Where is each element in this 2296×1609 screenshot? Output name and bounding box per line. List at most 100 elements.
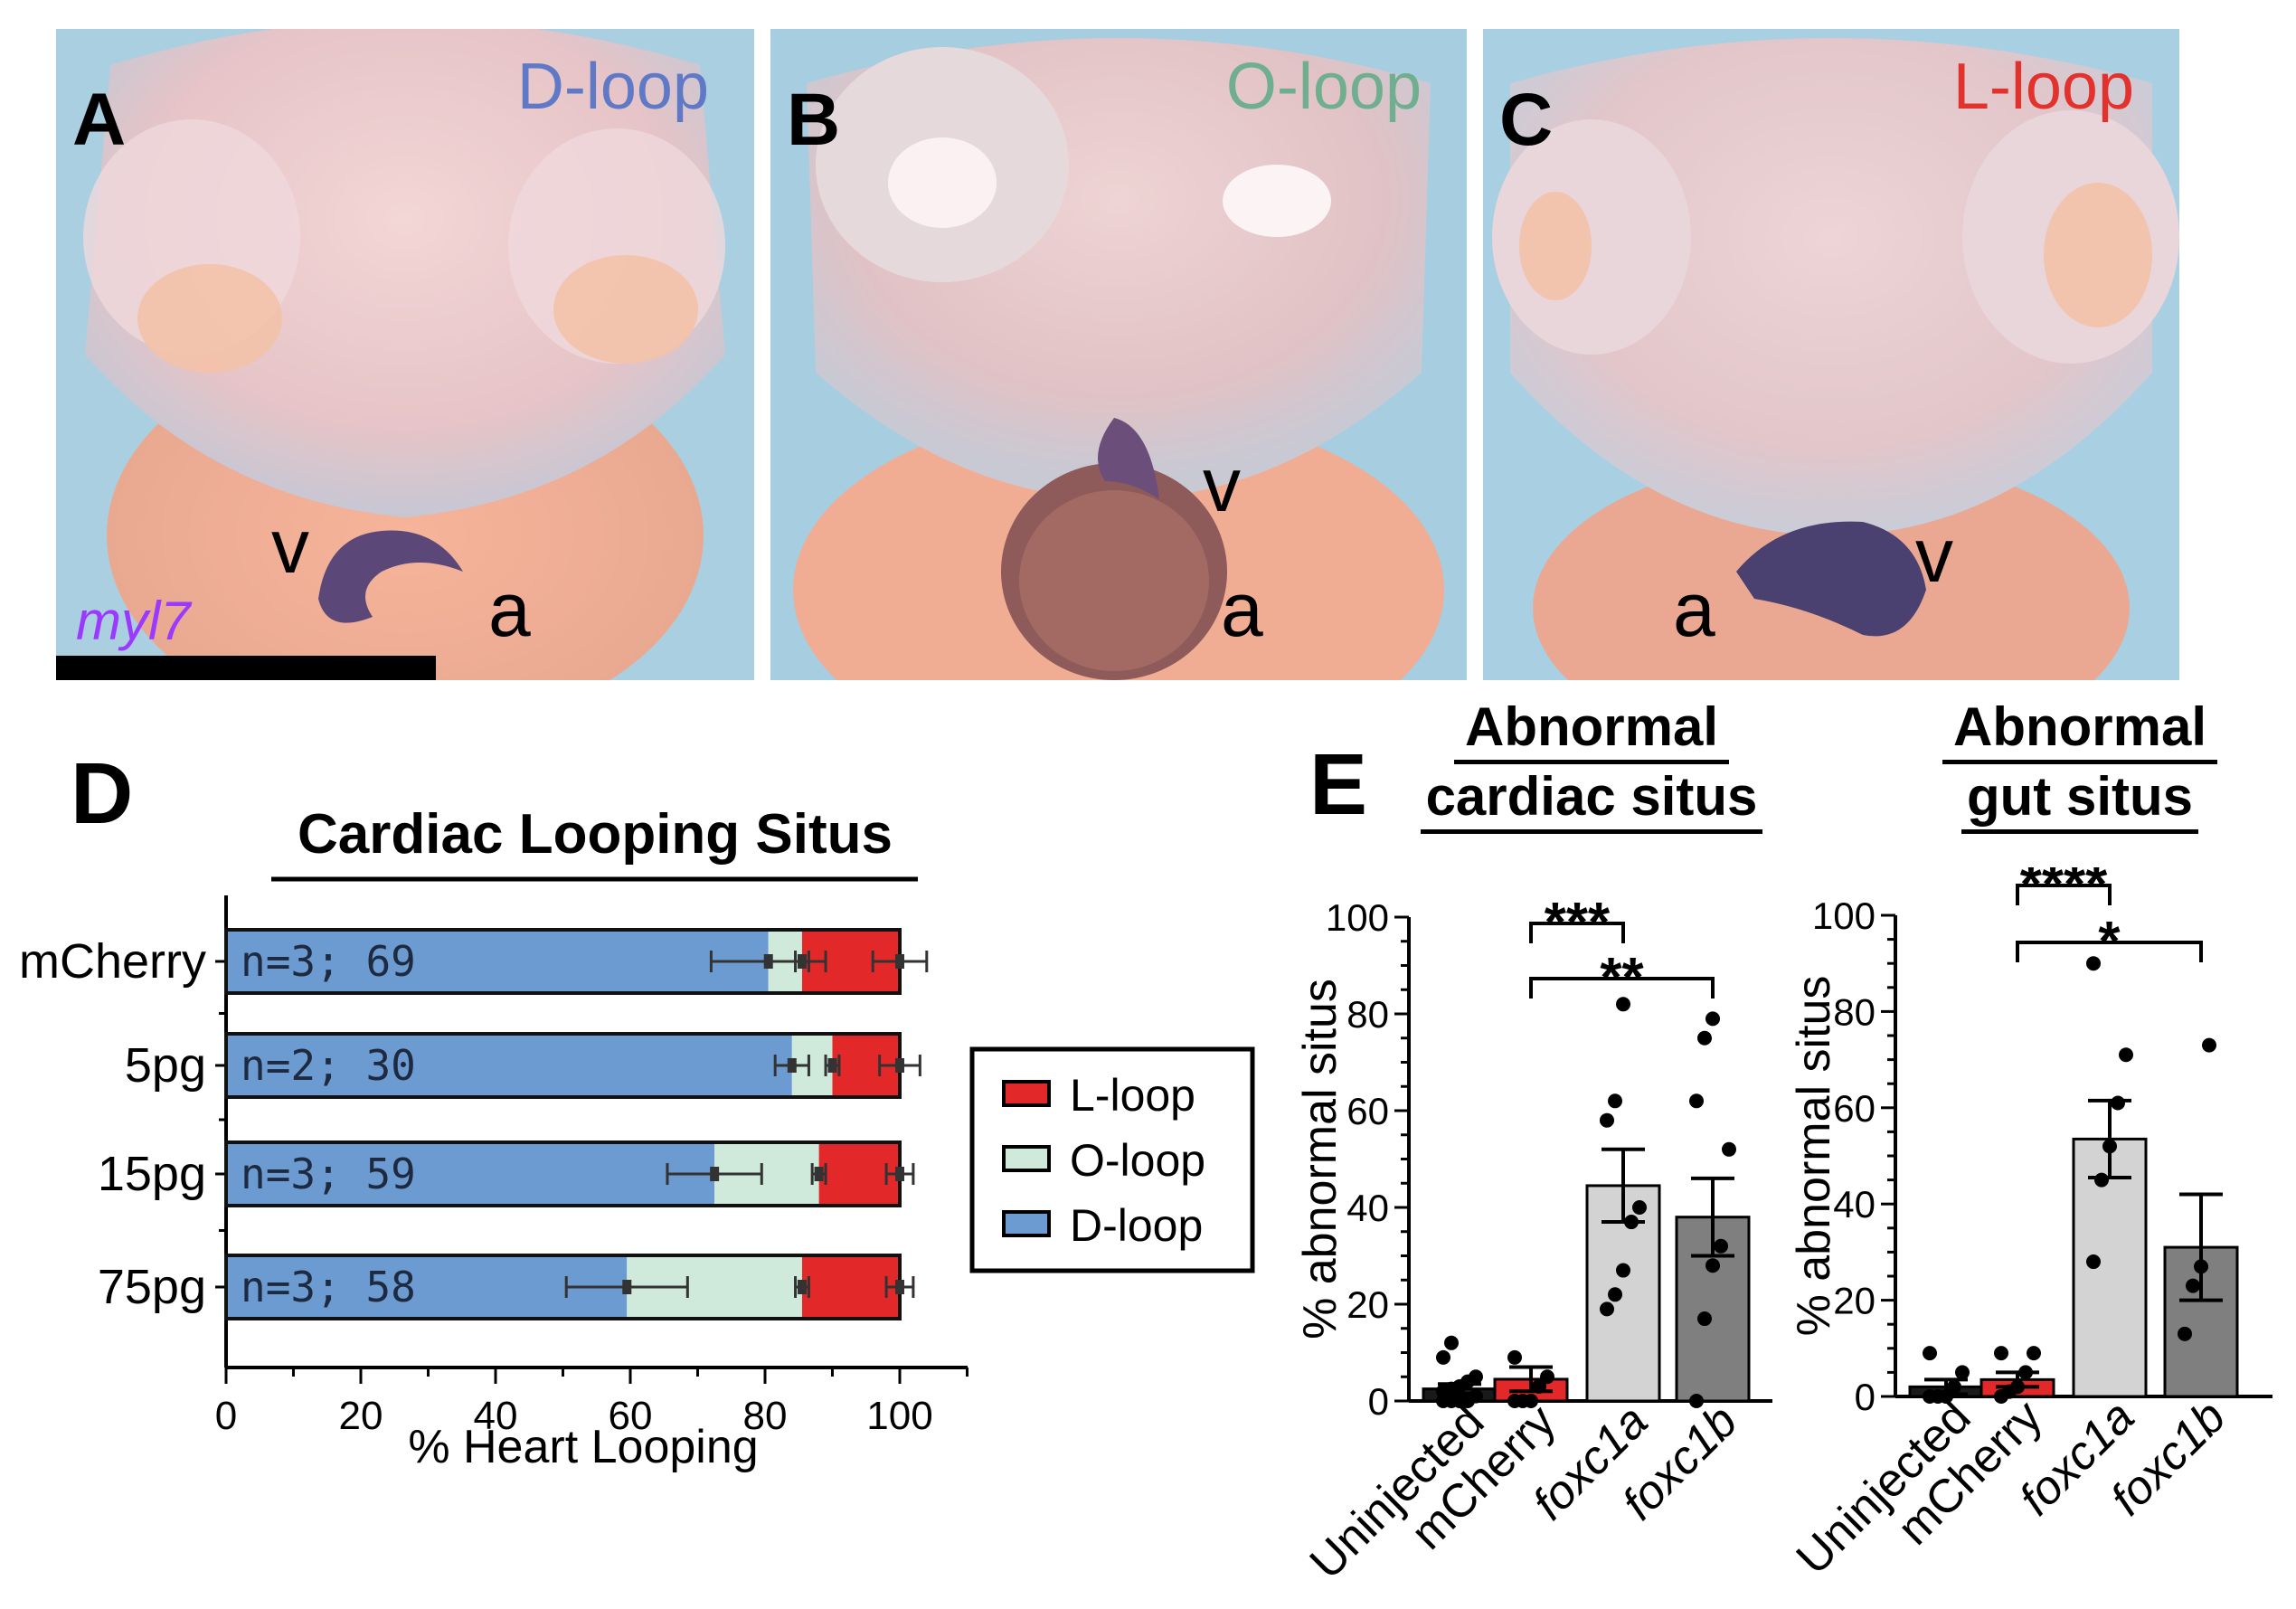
data-point	[1540, 1369, 1554, 1385]
data-point	[1714, 1238, 1728, 1254]
category-label: 5pg	[125, 1038, 206, 1093]
x-tick-label: 80	[743, 1394, 788, 1438]
significance-label: ****	[2020, 867, 2108, 916]
y-axis-label: % abnormal situs	[1294, 979, 1346, 1339]
category-label: 15pg	[98, 1147, 206, 1201]
data-point	[1939, 1389, 1953, 1404]
legend-label: L-loop	[1070, 1070, 1195, 1121]
data-point	[1616, 997, 1630, 1012]
x-tick-label: 20	[339, 1394, 383, 1438]
scale-bar	[56, 656, 436, 680]
bar-label: n=3; 69	[241, 937, 416, 986]
data-point	[1632, 1200, 1647, 1215]
panel-title-o-loop: O-loop	[1225, 51, 1422, 123]
y-tick-label: 80	[1833, 990, 1876, 1033]
data-point	[1697, 1030, 1712, 1046]
data-point	[2086, 1254, 2101, 1270]
data-point	[1697, 1311, 1712, 1327]
data-point	[2111, 1095, 2125, 1111]
data-point	[2086, 956, 2101, 971]
cardiac-looping-chart: Cardiac Looping Situs 0 20 40 60 80 100 mCherr…	[19, 803, 1255, 1473]
gene-label-myl7: myl7	[76, 591, 191, 651]
data-point	[1444, 1335, 1459, 1350]
data-point	[1616, 1263, 1630, 1278]
error-center	[895, 1058, 904, 1073]
data-point	[1624, 1215, 1639, 1230]
chart-title-line-1: Abnormal	[1942, 695, 2218, 764]
error-center	[710, 1167, 720, 1181]
panel-label-b: B	[787, 79, 841, 161]
chart-title-line-2: cardiac situs	[1420, 764, 1763, 834]
bar-segment-d-loop	[226, 1142, 715, 1206]
atrium-label: a	[488, 567, 531, 652]
y-tick-label: 0	[1368, 1380, 1389, 1423]
data-point	[2194, 1259, 2208, 1274]
photo-panel-c: C L-loop v a	[1483, 29, 2179, 680]
data-point	[2027, 1346, 2041, 1361]
error-center	[787, 1058, 797, 1073]
significance-label: *	[2098, 911, 2121, 973]
legend-label: D-loop	[1070, 1200, 1203, 1251]
data-point	[1955, 1365, 1970, 1380]
data-point	[1608, 1287, 1622, 1302]
bar-segment-d-loop	[226, 1255, 628, 1319]
y-tick-label: 60	[1833, 1087, 1876, 1130]
x-tick-label: 0	[215, 1394, 237, 1438]
error-center	[895, 1280, 904, 1294]
bar-label: n=3; 58	[241, 1263, 416, 1311]
y-tick-label: 80	[1346, 993, 1389, 1036]
x-tick-label: 40	[474, 1394, 518, 1438]
data-point	[1600, 1112, 1614, 1128]
category-label: mCherry	[19, 934, 206, 989]
chart-title: Cardiac Looping Situs	[298, 803, 893, 866]
bar-segment-l-loop	[801, 1255, 900, 1319]
bar-label: n=2; 30	[241, 1041, 416, 1090]
data-point	[2186, 1278, 2200, 1293]
panel-title-l-loop: L-loop	[1952, 51, 2134, 123]
y-tick-label: 100	[1812, 894, 1876, 937]
data-point	[2119, 1047, 2133, 1063]
legend-label: O-loop	[1070, 1135, 1205, 1186]
bar-segment-d-loop	[226, 1034, 792, 1097]
data-point	[1507, 1349, 1522, 1365]
data-point	[1524, 1394, 1538, 1408]
data-point	[1722, 1141, 1736, 1157]
data-point	[2018, 1365, 2033, 1380]
data-point	[1705, 1258, 1720, 1273]
y-tick-label: 20	[1346, 1283, 1389, 1326]
y-tick-label: 20	[1833, 1280, 1876, 1322]
significance-bracket	[1529, 977, 1715, 999]
atrium-label: a	[1221, 567, 1263, 652]
data-point	[2102, 1139, 2117, 1154]
data-point	[1469, 1388, 1483, 1404]
error-center	[622, 1280, 632, 1294]
data-point	[1947, 1379, 1961, 1395]
data-point	[1689, 1394, 1704, 1408]
y-axis-label: % abnormal situs	[1788, 976, 1840, 1337]
category-label: 75pg	[98, 1260, 206, 1314]
embryo-image-o-loop	[770, 29, 1467, 680]
data-point	[1689, 1093, 1704, 1109]
significance-bracket	[2016, 941, 2203, 962]
y-tick-label: 0	[1855, 1376, 1876, 1418]
y-tick-label: 40	[1346, 1187, 1389, 1229]
photo-panel-a: A D-loop v a myl7	[56, 29, 754, 680]
panel-label-d: D	[71, 745, 134, 842]
embryo-image-l-loop	[1483, 29, 2179, 680]
bar	[1585, 1184, 1661, 1403]
panel-title-d-loop: D-loop	[516, 51, 709, 123]
y-tick-label: 40	[1833, 1183, 1876, 1226]
x-tick-label: 100	[866, 1394, 932, 1438]
data-point	[1923, 1346, 1937, 1361]
error-center	[814, 1167, 824, 1181]
data-point	[2010, 1379, 2025, 1395]
significance-bracket	[1529, 922, 1625, 943]
bar-label: n=3; 59	[241, 1150, 416, 1198]
error-center	[763, 954, 773, 969]
data-point	[2178, 1326, 2192, 1341]
data-point	[1608, 1093, 1622, 1109]
data-point	[1469, 1369, 1483, 1385]
chart-title-gut: Abnormal gut situs	[1908, 695, 2252, 834]
